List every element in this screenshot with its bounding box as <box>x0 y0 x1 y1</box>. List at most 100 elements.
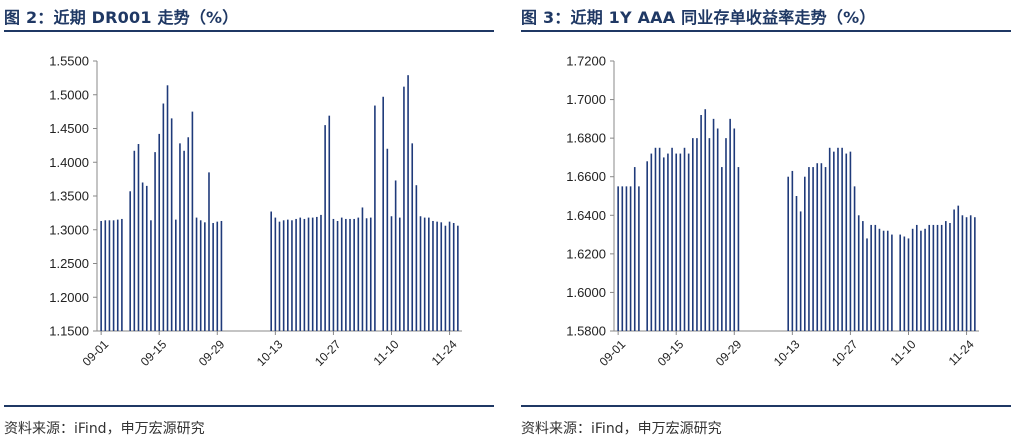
bar <box>204 222 206 331</box>
bar <box>311 217 314 331</box>
bar <box>374 105 376 331</box>
bar <box>737 167 740 331</box>
bar <box>357 217 360 331</box>
bar <box>365 218 368 331</box>
bar <box>816 163 819 331</box>
bar <box>891 234 893 331</box>
bar <box>270 211 272 331</box>
y-tick-label: 1.2000 <box>49 290 89 305</box>
bar <box>654 147 657 331</box>
bar <box>866 238 868 331</box>
chart-panel-dr001: 图 2：近期 DR001 走势（%） 1.1500 1.2000 1.2500 1.3… <box>4 0 494 444</box>
bar <box>386 148 389 331</box>
bar <box>187 137 190 331</box>
bar <box>833 151 835 331</box>
bar <box>915 224 918 331</box>
bar <box>332 218 335 331</box>
bar <box>208 172 210 332</box>
y-tick-label: 1.6000 <box>566 285 606 300</box>
bar <box>957 205 960 331</box>
bar <box>853 186 856 331</box>
bar <box>787 176 789 331</box>
y-tick-label: 1.6600 <box>566 169 606 184</box>
bar <box>390 216 393 331</box>
y-tick-label: 1.4000 <box>49 155 89 170</box>
y-tick-label: 1.7000 <box>566 92 606 107</box>
bar <box>428 217 430 331</box>
bar <box>696 138 698 331</box>
y-tick-label: 1.3000 <box>49 222 89 237</box>
bar <box>692 138 694 331</box>
bar <box>299 217 302 331</box>
bar <box>220 220 223 331</box>
bar <box>799 211 802 331</box>
bar <box>683 147 686 331</box>
bar <box>928 224 931 331</box>
bar <box>679 153 682 331</box>
bar <box>824 167 827 331</box>
bar <box>870 224 872 331</box>
bar <box>278 221 281 331</box>
bar <box>403 86 405 332</box>
y-tick-label: 1.6800 <box>566 131 606 146</box>
x-tick-label: 11-24 <box>429 337 460 368</box>
bar <box>712 118 715 331</box>
bar <box>320 214 322 331</box>
bar <box>708 138 711 331</box>
bar <box>945 221 947 331</box>
bar <box>345 218 347 331</box>
bar <box>633 167 636 331</box>
x-tick-label: 11-24 <box>946 337 977 368</box>
bar <box>903 236 906 331</box>
bar <box>179 143 181 331</box>
bar <box>398 217 401 331</box>
title-rule <box>521 30 1011 32</box>
bar <box>108 220 111 331</box>
bar <box>419 216 422 331</box>
bar <box>725 138 727 331</box>
y-tick-label: 1.5000 <box>49 87 89 102</box>
source-note: 资料来源：iFind，申万宏源研究 <box>4 421 205 437</box>
bar <box>382 96 384 331</box>
bar <box>440 222 443 331</box>
x-tick-label: 10-27 <box>829 337 861 369</box>
bar <box>394 180 397 331</box>
bar <box>969 215 972 331</box>
chart-title: 图 2：近期 DR001 走势（%） <box>4 8 239 27</box>
bar <box>137 144 140 331</box>
bar <box>936 224 939 331</box>
bar <box>899 234 901 331</box>
bar <box>295 218 297 331</box>
y-tick-label: 1.4500 <box>49 121 89 136</box>
bar <box>212 223 214 331</box>
bar <box>457 225 459 331</box>
source-note: 资料来源：iFind，申万宏源研究 <box>521 421 722 437</box>
bar <box>415 185 418 331</box>
bar <box>432 220 434 331</box>
bar <box>704 109 707 332</box>
bar <box>874 224 877 331</box>
bar <box>650 153 653 331</box>
y-tick-label: 1.1500 <box>49 324 89 339</box>
bar <box>423 217 426 331</box>
x-tick-label: 09-01 <box>80 337 112 369</box>
bar <box>407 75 409 332</box>
bar <box>336 220 339 331</box>
bar <box>361 207 364 331</box>
bar <box>940 224 943 331</box>
bar <box>687 153 690 331</box>
bar <box>307 217 310 331</box>
bar <box>175 219 177 332</box>
bar <box>353 218 355 331</box>
y-tick-label: 1.3500 <box>49 189 89 204</box>
bar <box>444 225 447 331</box>
bar <box>436 221 438 331</box>
x-tick-label: 09-15 <box>138 337 170 369</box>
bar <box>145 185 148 332</box>
bar <box>183 150 185 331</box>
bar <box>804 176 806 331</box>
x-tick-label: 09-01 <box>597 337 629 369</box>
chart-title: 图 3：近期 1Y AAA 同业存单收益率走势（%） <box>521 8 876 27</box>
bar <box>340 217 343 331</box>
bar <box>195 217 198 331</box>
